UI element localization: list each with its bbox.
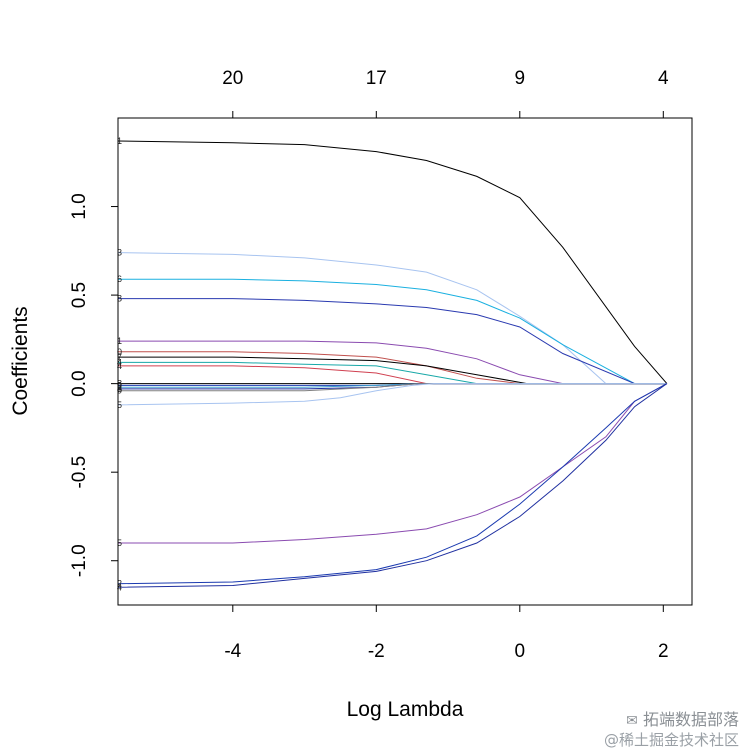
coef-path-7 <box>118 356 667 385</box>
wechat-icon: ✉ <box>626 713 638 729</box>
coef-path-1 <box>117 140 668 384</box>
curve-label-1: 1 <box>117 136 122 146</box>
coef-path-18 <box>117 383 668 588</box>
curve-label-16: 5 <box>117 538 122 548</box>
top-tick-label: 4 <box>658 68 669 89</box>
curve-label-10: 8 <box>117 379 122 389</box>
watermark: ✉ 拓端数据部落 <box>626 706 739 730</box>
top-axis: 20 17 9 4 <box>222 68 669 119</box>
x-tick-label: -2 <box>368 641 385 662</box>
curve-label-14: 0 <box>117 386 122 396</box>
curve-label-15: 5 <box>117 400 122 410</box>
top-tick-label: 20 <box>222 68 243 89</box>
left-axis: -1.0 -0.5 0.0 0.5 1.0 <box>69 193 119 577</box>
curve-label-6: 0 <box>117 347 122 357</box>
curve-label-13: 3 <box>117 384 122 394</box>
bottom-axis: -4 -2 0 2 <box>224 604 669 662</box>
curve-label-3: 6 <box>117 274 122 284</box>
coef-path-3 <box>118 278 667 385</box>
x-tick-label: -4 <box>224 641 241 662</box>
y-tick-label: -0.5 <box>69 456 90 489</box>
curve-label-8: 4 <box>117 357 122 367</box>
coefficient-curves <box>117 140 668 588</box>
y-tick-label: 0.0 <box>69 370 90 396</box>
y-tick-label: 1.0 <box>69 193 90 219</box>
coef-path-5 <box>118 340 667 385</box>
watermark-line1: 拓端数据部落 <box>642 710 739 729</box>
top-tick-label: 17 <box>366 68 387 89</box>
y-tick-label: -1.0 <box>69 544 90 577</box>
x-tick-label: 2 <box>658 641 669 662</box>
x-axis-title: Log Lambda <box>347 698 464 721</box>
curve-label-2: 3 <box>117 248 122 258</box>
watermark-line2: @稀土掘金技术社区 <box>603 731 739 749</box>
y-tick-label: 0.5 <box>69 282 90 308</box>
curve-label-17: 2 <box>117 579 122 589</box>
coef-path-15 <box>117 383 667 406</box>
curve-label-4: 8 <box>117 294 122 304</box>
x-tick-label: 0 <box>515 641 526 662</box>
curve-label-9: 4 <box>117 361 122 371</box>
coef-path-17 <box>117 383 668 585</box>
top-tick-label: 9 <box>515 68 526 89</box>
coef-path-4 <box>118 298 667 385</box>
curve-label-7: 7 <box>117 352 122 362</box>
curve-label-11: 9 <box>117 380 122 390</box>
y-axis-title: Coefficients <box>9 306 32 415</box>
curve-label-12: 2 <box>117 382 122 392</box>
watermark-sub: @稀土掘金技术社区 <box>604 729 739 750</box>
curve-label-5: 1 <box>117 336 122 346</box>
coef-path-6 <box>118 351 667 385</box>
coef-path-2 <box>117 252 667 385</box>
curve-label-18: 4 <box>117 582 122 592</box>
coef-path-16 <box>118 383 668 544</box>
